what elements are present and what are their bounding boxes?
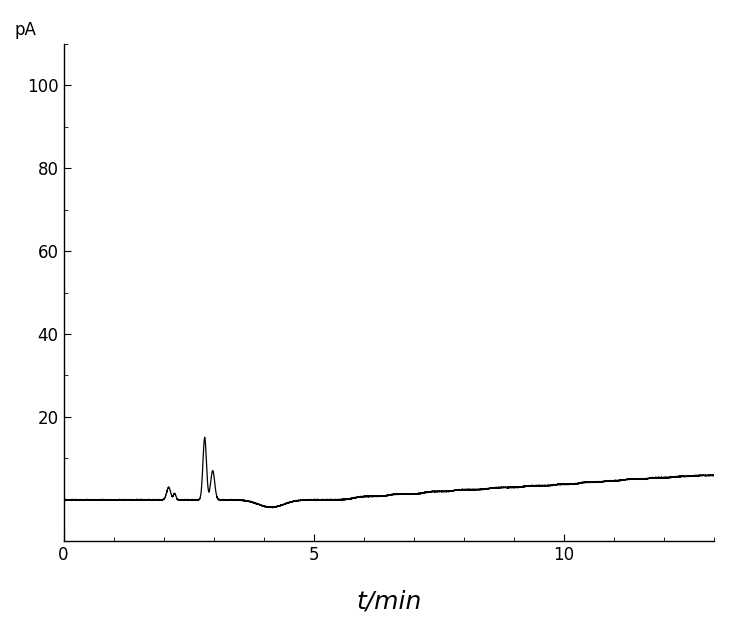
X-axis label: t/min: t/min: [356, 589, 422, 613]
Text: pA: pA: [15, 21, 37, 39]
